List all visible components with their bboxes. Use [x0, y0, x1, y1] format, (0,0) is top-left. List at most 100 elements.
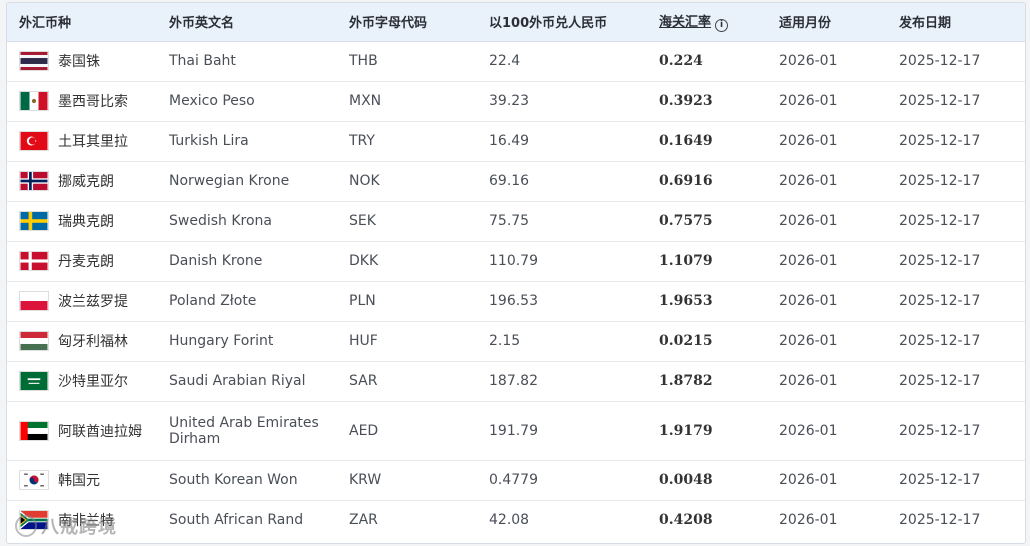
- cell-currency-en: Norwegian Krone: [157, 161, 337, 202]
- table-row: 阿联酋迪拉姆 United Arab Emirates Dirham AED 191.…: [7, 401, 1025, 461]
- table-header-row: 外汇币种 外币英文名 外币字母代码 以100外币兑人民币 海关汇率 i 适用月份 …: [7, 3, 1025, 42]
- currency-cn-name: 波兰兹罗提: [58, 294, 128, 310]
- cell-month: 2026-01: [767, 321, 887, 362]
- cell-currency-cn: 匈牙利福林: [7, 321, 157, 362]
- cell-currency-code: ZAR: [349, 512, 378, 529]
- cell-currency-cn: 挪威克朗: [7, 161, 157, 202]
- cell-currency-code: THB: [337, 41, 477, 82]
- cell-per-100: 75.75: [477, 201, 647, 242]
- thailand-flag-icon: [19, 51, 49, 71]
- turkey-flag-icon: [19, 131, 49, 151]
- cell-currency-code: NOK: [337, 161, 477, 202]
- table-row: 南非兰特 South African Rand ZAR 42.08 0.4208 2026…: [7, 500, 1025, 540]
- header-currency-en: 外币英文名: [157, 3, 337, 42]
- cell-currency-code: AED: [337, 401, 477, 461]
- currency-cn-name: 沙特里亚尔: [58, 374, 128, 390]
- cell-month: 2026-01: [767, 241, 887, 282]
- cell-customs-rate: 0.224: [647, 41, 767, 82]
- currency-cn-name: 土耳其里拉: [58, 134, 128, 150]
- cell-currency-en: Poland Złote: [157, 281, 337, 322]
- header-customs-rate: 海关汇率 i: [647, 3, 767, 42]
- exchange-rate-table-card: 外汇币种 外币英文名 外币字母代码 以100外币兑人民币 海关汇率 i 适用月份 …: [6, 2, 1026, 544]
- cell-customs-rate: 0.3923: [647, 81, 767, 122]
- cell-customs-rate: 1.1079: [647, 241, 767, 282]
- watermark-logo-icon: [15, 515, 37, 537]
- cell-customs-rate: 0.0215: [647, 321, 767, 362]
- poland-flag-icon: [19, 291, 49, 311]
- cell-currency-en: Hungary Forint: [157, 321, 337, 362]
- currency-cn-name: 泰国铢: [58, 54, 100, 70]
- cell-customs-rate: 1.9179: [647, 401, 767, 461]
- cell-currency-code: PLN: [337, 281, 477, 322]
- currency-cn-name: 墨西哥比索: [58, 94, 128, 110]
- cell-currency-cn: 瑞典克朗: [7, 201, 157, 242]
- norway-flag-icon: [19, 171, 49, 191]
- cell-date: 2025-12-17: [887, 161, 1025, 202]
- cell-currency-en: Danish Krone: [157, 241, 337, 282]
- cell-currency-code: SEK: [337, 201, 477, 242]
- cell-month: 2026-01: [767, 201, 887, 242]
- mexico-flag-icon: [19, 91, 49, 111]
- cell-per-100: 2.15: [477, 321, 647, 362]
- uae-flag-icon: [19, 420, 49, 441]
- cell-per-100: 196.53: [477, 281, 647, 322]
- cell-currency-en: Thai Baht: [157, 41, 337, 82]
- header-per-100: 以100外币兑人民币: [477, 3, 647, 42]
- cell-currency-en: Turkish Lira: [157, 121, 337, 162]
- cell-currency-code: KRW: [337, 460, 477, 501]
- cell-currency-code: MXN: [337, 81, 477, 122]
- cell-date: 2025-12-17: [887, 460, 1025, 501]
- cell-per-100: 16.49: [477, 121, 647, 162]
- table-row: 丹麦克朗 Danish Krone DKK 110.79 1.1079 2026-01 20…: [7, 241, 1025, 282]
- cell-currency-code: SAR: [337, 361, 477, 402]
- header-currency-cn: 外汇币种: [7, 3, 157, 42]
- cell-date: 2025-12-17: [887, 81, 1025, 122]
- cell-per-100: 69.16: [477, 161, 647, 202]
- cell-currency-en: Saudi Arabian Riyal: [157, 361, 337, 402]
- currency-cn-name: 匈牙利福林: [58, 334, 128, 350]
- info-icon[interactable]: i: [715, 19, 729, 33]
- cell-currency-code: HUF: [337, 321, 477, 362]
- cell-month: 2026-01: [767, 41, 887, 82]
- header-month: 适用月份: [767, 3, 887, 42]
- cell-date: 2025-12-17: [887, 361, 1025, 402]
- cell-month: 2026-01: [767, 81, 887, 122]
- cell-currency-cn: 韩国元: [7, 460, 157, 501]
- cell-per-100: 42.08: [489, 512, 530, 529]
- cell-currency-cn: 波兰兹罗提: [7, 281, 157, 322]
- cell-per-100: 191.79: [477, 401, 647, 461]
- cell-currency-en: South Korean Won: [157, 460, 337, 501]
- cell-date: 2025-12-17: [887, 321, 1025, 362]
- cell-per-100: 22.4: [477, 41, 647, 82]
- cell-currency-cn: 泰国铢: [7, 41, 157, 82]
- denmark-flag-icon: [19, 251, 49, 271]
- cell-customs-rate: 1.8782: [647, 361, 767, 402]
- currency-cn-name: 韩国元: [58, 473, 100, 489]
- cell-per-100: 39.23: [477, 81, 647, 122]
- cell-currency-en: Mexico Peso: [157, 81, 337, 122]
- cell-month: 2026-01: [779, 512, 838, 529]
- currency-cn-name: 南非兰特: [58, 513, 114, 530]
- cell-date: 2025-12-17: [887, 201, 1025, 242]
- cell-customs-rate: 0.7575: [647, 201, 767, 242]
- cell-currency-cn: 丹麦克朗: [7, 241, 157, 282]
- watermark-text: 八戒跨境: [41, 517, 117, 538]
- currency-cn-name: 丹麦克朗: [58, 254, 114, 270]
- cell-date: 2025-12-17: [899, 512, 981, 529]
- cell-currency-cn: 沙特里亚尔: [7, 361, 157, 402]
- table-row: 匈牙利福林 Hungary Forint HUF 2.15 0.0215 2026-01 2…: [7, 321, 1025, 362]
- currency-cn-name: 挪威克朗: [58, 174, 114, 190]
- table-row: 泰国铢 Thai Baht THB 22.4 0.224 2026-01 2025-12-1…: [7, 41, 1025, 82]
- cell-currency-code: TRY: [337, 121, 477, 162]
- table-row: 波兰兹罗提 Poland Złote PLN 196.53 1.9653 2026-01 2…: [7, 281, 1025, 322]
- table-row: 瑞典克朗 Swedish Krona SEK 75.75 0.7575 2026-01 20…: [7, 201, 1025, 242]
- korea-flag-icon: [19, 470, 49, 490]
- cell-month: 2026-01: [767, 281, 887, 322]
- cell-date: 2025-12-17: [887, 121, 1025, 162]
- cell-customs-rate: 0.0048: [647, 460, 767, 501]
- saudi-flag-icon: [19, 371, 49, 391]
- cell-currency-en: United Arab Emirates Dirham: [157, 401, 337, 461]
- cell-currency-cn: 阿联酋迪拉姆: [7, 401, 157, 461]
- cell-currency-cn: 土耳其里拉: [7, 121, 157, 162]
- cell-date: 2025-12-17: [887, 401, 1025, 461]
